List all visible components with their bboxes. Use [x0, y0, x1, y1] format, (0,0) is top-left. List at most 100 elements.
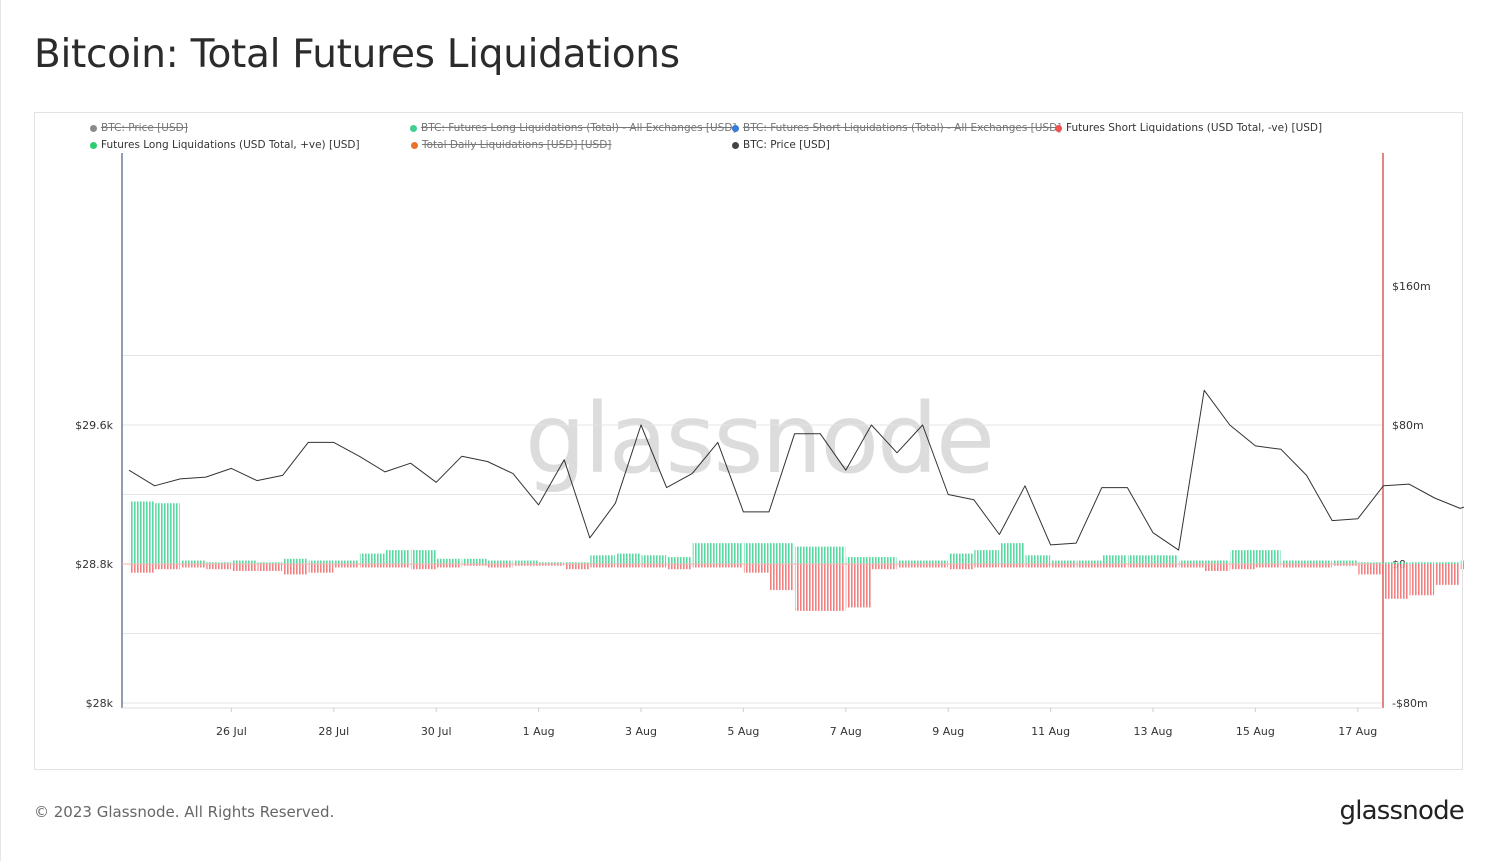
short-liquidation-bar [411, 564, 436, 570]
x-tick-label: 11 Aug [1031, 725, 1070, 738]
legend-item[interactable]: BTC: Futures Short Liquidations (Total) … [732, 122, 1061, 134]
x-tick-label: 17 Aug [1338, 725, 1377, 738]
short-liquidation-bar [1179, 564, 1204, 568]
copyright-text: © 2023 Glassnode. All Rights Reserved. [34, 803, 335, 821]
legend-item[interactable]: BTC: Price [USD] [732, 139, 830, 151]
short-liquidation-bar [897, 564, 923, 568]
x-tick-label: 9 Aug [932, 725, 964, 738]
short-liquidation-bar [564, 564, 590, 570]
long-liquidation-bar [1230, 550, 1255, 564]
short-liquidation-bar [180, 564, 206, 568]
short-liquidation-bar [231, 564, 257, 571]
short-liquidation-bar [155, 564, 180, 570]
short-liquidation-bar [820, 564, 846, 611]
long-liquidation-bar [334, 560, 359, 564]
x-tick-label: 30 Jul [421, 725, 452, 738]
short-liquidation-bar [795, 564, 820, 611]
legend-item[interactable]: Futures Short Liquidations (USD Total, -… [1055, 122, 1322, 134]
long-liquidation-bar [897, 560, 923, 564]
long-liquidation-bar [231, 560, 257, 564]
short-liquidation-bar [846, 564, 871, 608]
y-right-tick-label: $80m [1392, 419, 1424, 432]
legend-label: BTC: Price [USD] [101, 122, 188, 134]
legend-dot-icon [410, 124, 417, 132]
chart-area: $27.2k$28k$28.8k$29.6k-$80m$0$80m$160m26… [75, 153, 1464, 738]
long-liquidation-bar [462, 558, 487, 564]
legend-label: BTC: Futures Long Liquidations (Total) -… [421, 122, 737, 134]
long-liquidation-bar [487, 560, 513, 564]
short-liquidation-bar [999, 564, 1025, 568]
short-liquidation-bar [129, 564, 155, 573]
long-liquidation-bar [590, 555, 615, 564]
long-liquidation-bar [692, 543, 718, 564]
short-liquidation-bar [1255, 564, 1281, 568]
long-liquidation-bar [743, 543, 769, 564]
short-liquidation-bar [641, 564, 667, 568]
short-liquidation-bar [590, 564, 615, 568]
long-liquidation-bar [513, 560, 539, 564]
short-liquidation-bar [1102, 564, 1127, 568]
long-liquidation-bar [1255, 550, 1281, 564]
y-left-tick-label: $29.6k [75, 419, 113, 432]
long-liquidation-bar [539, 562, 564, 564]
short-liquidation-bar [308, 564, 334, 573]
long-liquidation-bar [1332, 560, 1358, 564]
short-liquidation-bar [667, 564, 692, 570]
short-liquidation-bar [1204, 564, 1230, 571]
short-liquidation-bar [436, 564, 462, 568]
long-liquidation-bar [718, 543, 743, 564]
short-liquidation-bar [487, 564, 513, 568]
short-liquidation-bar [1281, 564, 1307, 568]
short-liquidation-bar [1358, 564, 1383, 575]
short-liquidation-bar [1332, 564, 1358, 566]
x-tick-label: 5 Aug [727, 725, 759, 738]
short-liquidation-bar [513, 564, 539, 566]
short-liquidation-bar [1435, 564, 1460, 585]
legend-dot-icon [732, 141, 739, 149]
short-liquidation-bar [769, 564, 795, 591]
x-tick-label: 1 Aug [523, 725, 555, 738]
long-liquidation-bar [1179, 560, 1204, 564]
legend-item[interactable]: BTC: Futures Long Liquidations (Total) -… [410, 122, 737, 134]
long-liquidation-bar [1460, 560, 1464, 564]
legend-label: BTC: Price [USD] [743, 139, 830, 151]
legend-label: Futures Short Liquidations (USD Total, -… [1066, 122, 1323, 134]
watermark: glassnode [525, 383, 995, 495]
short-liquidation-bar [718, 564, 743, 568]
long-liquidation-bar [999, 543, 1025, 564]
long-liquidation-bar [283, 558, 308, 564]
legend-label: Futures Long Liquidations (USD Total, +v… [101, 139, 360, 151]
long-liquidation-bar [974, 550, 999, 564]
short-liquidation-bar [359, 564, 385, 568]
long-liquidation-bar [1281, 560, 1307, 564]
legend-item[interactable]: Futures Long Liquidations (USD Total, +v… [90, 139, 360, 151]
short-liquidation-bar [1230, 564, 1255, 570]
short-liquidation-bar [385, 564, 411, 568]
y-right-tick-label: $160m [1392, 280, 1431, 293]
legend-item[interactable]: Total Daily Liquidations [USD] [USD] [411, 139, 611, 151]
long-liquidation-bar [1383, 562, 1409, 564]
short-liquidation-bar [692, 564, 718, 568]
long-liquidation-bar [155, 503, 180, 564]
short-liquidation-bar [1409, 564, 1435, 596]
x-tick-label: 28 Jul [318, 725, 349, 738]
chart-panel: BTC: Price [USD] BTC: Futures Long Liquid… [34, 112, 1464, 770]
legend-dot-icon [732, 124, 739, 132]
price-line [128, 389, 1464, 551]
short-liquidation-bar [206, 564, 231, 570]
short-liquidation-bar [1076, 564, 1102, 568]
page-title: Bitcoin: Total Futures Liquidations [34, 32, 680, 77]
long-liquidation-bar [411, 550, 436, 564]
long-liquidation-bar [436, 558, 462, 564]
chart-legend: BTC: Price [USD] BTC: Futures Long Liquid… [35, 113, 1462, 153]
legend-item[interactable]: BTC: Price [USD] [90, 122, 188, 134]
long-liquidation-bar [359, 553, 385, 564]
long-liquidation-bar [129, 501, 155, 564]
long-liquidation-bar [1076, 560, 1102, 564]
long-liquidation-bar [1204, 560, 1230, 564]
x-tick-label: 26 Jul [216, 725, 247, 738]
legend-dot-icon [90, 124, 97, 132]
legend-label: Total Daily Liquidations [USD] [USD] [422, 139, 612, 151]
brand-logo: glassnode [1339, 796, 1465, 826]
long-liquidation-bar [667, 557, 692, 564]
